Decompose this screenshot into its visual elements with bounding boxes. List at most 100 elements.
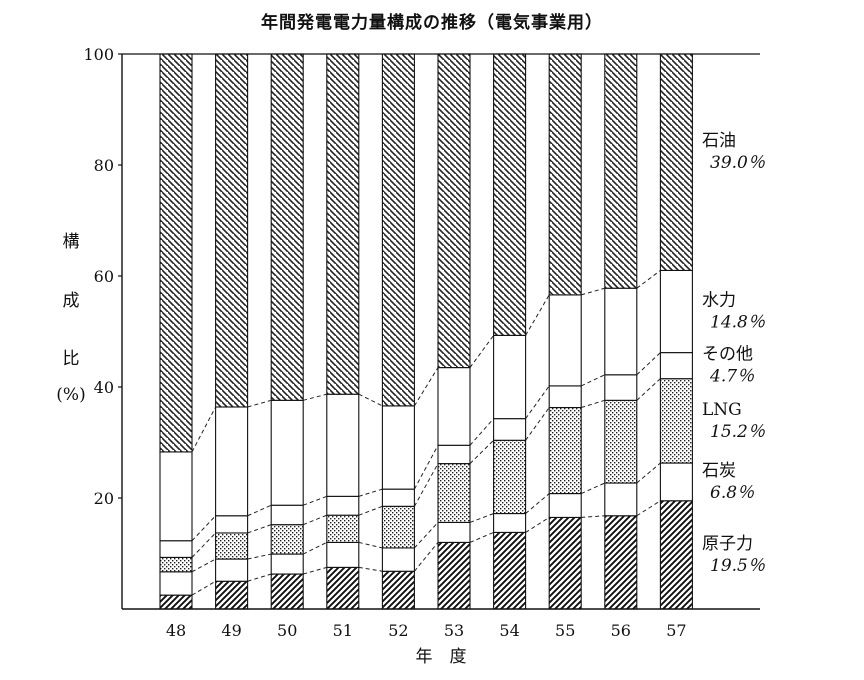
connector-line — [358, 488, 383, 497]
bar-54-その他 — [493, 418, 527, 441]
connector-line — [636, 352, 661, 376]
connector-line — [581, 399, 605, 409]
connector-line — [581, 515, 605, 518]
bar-56-その他 — [604, 374, 638, 401]
connector-line — [358, 541, 383, 549]
bar-55-水力 — [548, 294, 582, 387]
connector-line — [469, 335, 495, 368]
bar-49-石炭 — [215, 558, 249, 582]
legend-name-原子力: 原子力 — [702, 534, 753, 554]
connector-line — [413, 463, 439, 507]
y-tick-label: 20 — [94, 489, 114, 508]
legend-value-水力: 14.8％ — [710, 313, 766, 333]
bar-49-原子力 — [215, 580, 249, 610]
bar-50-石油 — [270, 53, 304, 401]
bar-52-石炭 — [381, 547, 415, 572]
bar-50-原子力 — [270, 573, 304, 610]
bar-50-LNG — [270, 524, 304, 555]
connector-line — [247, 504, 272, 517]
bar-48-原子力 — [159, 594, 193, 610]
bar-50-その他 — [270, 504, 304, 526]
legend-value-LNG: 15.2％ — [710, 422, 766, 442]
connector-line — [247, 399, 272, 408]
y-tick-label: 40 — [94, 378, 114, 397]
connector-line — [525, 385, 550, 419]
bar-53-石炭 — [437, 521, 471, 543]
connector-line — [191, 558, 216, 573]
connector-line — [525, 407, 550, 441]
y-tick-label: 100 — [83, 45, 114, 64]
bar-52-LNG — [381, 505, 415, 549]
connector-line — [247, 553, 272, 560]
x-tick-label: 49 — [221, 621, 241, 640]
legend-value-原子力: 19.5％ — [710, 556, 766, 576]
x-tick-label: 56 — [611, 621, 631, 640]
bar-49-その他 — [215, 515, 249, 534]
connector-line — [469, 531, 494, 543]
bar-57-その他 — [659, 352, 693, 380]
connector-line — [636, 462, 661, 484]
bar-51-石炭 — [326, 541, 360, 568]
connector-line — [636, 270, 661, 289]
bar-53-原子力 — [437, 541, 471, 610]
bar-48-水力 — [159, 451, 193, 542]
bar-49-石油 — [215, 53, 249, 408]
bar-54-石炭 — [493, 512, 527, 533]
connector-line — [414, 542, 439, 572]
bar-54-水力 — [493, 334, 527, 420]
y-axis-label: 成 — [63, 291, 80, 311]
legend-name-その他: その他 — [702, 345, 753, 365]
bar-56-石炭 — [604, 482, 638, 517]
bar-48-LNG — [159, 556, 193, 573]
bar-54-LNG — [493, 439, 527, 515]
x-tick-label: 55 — [555, 621, 575, 640]
bar-57-水力 — [659, 269, 693, 354]
bar-57-LNG — [659, 378, 693, 464]
labels-layer: 20 40 60 80 100 48 49 50 51 52 53 54 55 56 57 年 度 構成比 (%)… — [56, 45, 766, 667]
bar-55-石油 — [548, 53, 582, 296]
bar-52-石油 — [381, 53, 415, 407]
connector-line — [358, 393, 383, 407]
connector-line — [303, 566, 327, 575]
bar-51-LNG — [326, 514, 360, 543]
bar-48-その他 — [159, 540, 193, 558]
connector-line — [525, 517, 550, 533]
connector-line — [191, 580, 216, 596]
bar-54-石油 — [493, 53, 527, 336]
connector-line — [191, 532, 216, 558]
connector-line — [580, 482, 606, 495]
chart-title: 年間発電電力量構成の推移（電気事業用） — [261, 13, 603, 33]
connector-line — [302, 541, 328, 555]
connector-line — [469, 439, 494, 464]
x-tick-label: 57 — [666, 621, 686, 640]
connector-line — [469, 513, 494, 523]
x-tick-label: 53 — [444, 621, 464, 640]
legend-value-石炭: 6.8％ — [710, 483, 755, 503]
connector-line — [525, 493, 550, 514]
x-tick-label: 54 — [499, 621, 519, 640]
connector-line — [191, 515, 216, 542]
bar-57-原子力 — [659, 500, 693, 610]
bar-53-その他 — [437, 444, 471, 465]
connector-line — [358, 566, 383, 572]
connector-line — [358, 505, 383, 516]
connector-line — [636, 378, 661, 401]
bar-51-原子力 — [326, 566, 360, 610]
bar-50-石炭 — [270, 553, 304, 575]
connector-line — [413, 445, 439, 490]
bar-55-原子力 — [548, 516, 582, 610]
connector-line — [581, 287, 605, 296]
connector-line — [303, 514, 327, 526]
legend-name-石油: 石油 — [702, 131, 736, 151]
connector-line — [469, 418, 494, 446]
bar-57-石炭 — [659, 462, 693, 502]
connector-line — [303, 393, 327, 401]
x-tick-label: 51 — [333, 621, 353, 640]
x-tick-label: 52 — [388, 621, 408, 640]
bar-56-LNG — [604, 399, 638, 484]
bar-49-LNG — [215, 532, 249, 560]
legend-name-石炭: 石炭 — [702, 461, 736, 481]
legend-name-水力: 水力 — [702, 291, 736, 311]
bar-51-石油 — [326, 53, 360, 395]
